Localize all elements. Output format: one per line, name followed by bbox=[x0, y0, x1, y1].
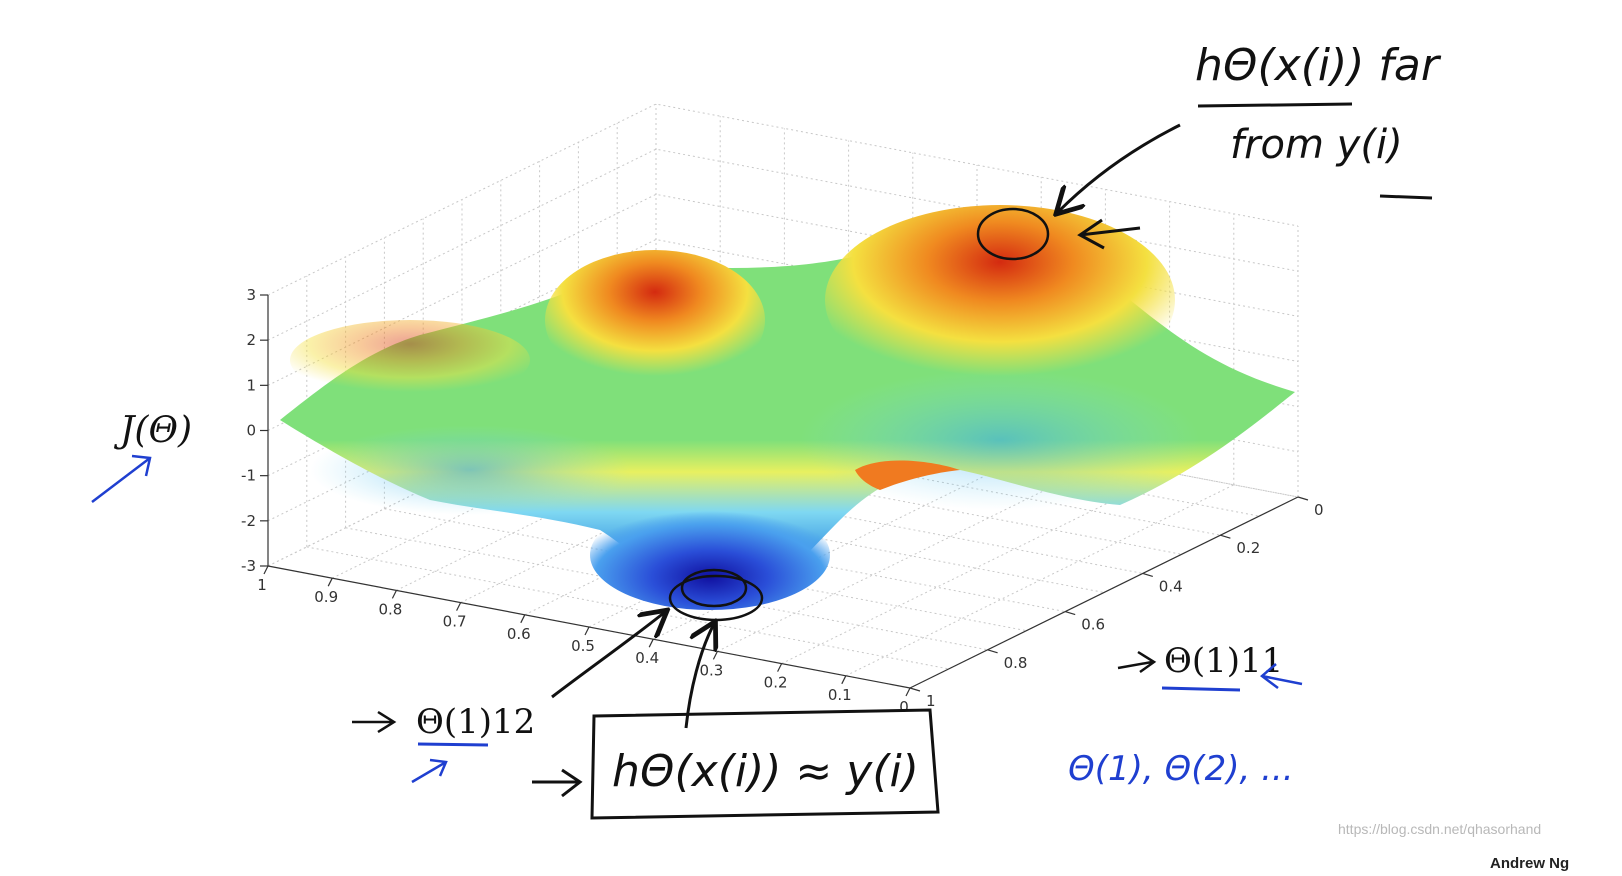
x-axis-label: Θ(1)12 bbox=[416, 702, 535, 742]
z-axis-ticks: 3 2 1 0 -1 -2 -3 bbox=[241, 286, 268, 575]
y-tick-label: 1 bbox=[926, 692, 936, 710]
watermark: https://blog.csdn.net/qhasorhand bbox=[1338, 821, 1541, 837]
z-tick-label: 0 bbox=[246, 422, 256, 440]
top-note-line1: hΘ(x(i)) far bbox=[1195, 40, 1442, 91]
minimum-circle-inner bbox=[680, 568, 748, 608]
top-annotation: hΘ(x(i)) far from y(i) bbox=[976, 40, 1442, 261]
theta12-annotation: Θ(1)12 bbox=[352, 702, 535, 784]
x-tick-label: 0.1 bbox=[828, 686, 852, 704]
y-tick-label: 0.6 bbox=[1081, 616, 1105, 634]
x-tick-label: 0.5 bbox=[571, 637, 595, 655]
y-axis-ticks: 0 0.2 0.4 0.6 0.8 1 bbox=[909, 496, 1324, 710]
x-tick-label: 0.7 bbox=[443, 613, 467, 631]
z-tick-label: -3 bbox=[241, 557, 256, 575]
theta11-blue-arrow bbox=[1260, 663, 1303, 689]
x-tick-label: 0.4 bbox=[635, 649, 659, 667]
bottom-annotation: hΘ(x(i)) ≈ y(i) bbox=[532, 568, 940, 820]
top-note-line2: from y(i) bbox=[1230, 122, 1403, 168]
arrow-to-peak bbox=[1058, 123, 1181, 212]
z-tick-label: 1 bbox=[246, 376, 256, 394]
theta11-arrow bbox=[1117, 650, 1157, 674]
y-axis-label: Θ(1)11 bbox=[1164, 641, 1283, 681]
cyan-band-left bbox=[310, 425, 630, 515]
peak-right bbox=[825, 205, 1175, 395]
theta12-arrow bbox=[352, 710, 397, 734]
arrow-to-peak-side bbox=[1077, 218, 1141, 250]
cost-surface bbox=[280, 205, 1295, 610]
z-tick-label: -1 bbox=[241, 467, 256, 485]
bottom-note-box bbox=[590, 708, 940, 820]
y-tick-label: 0 bbox=[1314, 501, 1324, 519]
x-tick-label: 0.2 bbox=[764, 674, 788, 692]
bottom-note-text: hΘ(x(i)) ≈ y(i) bbox=[612, 746, 919, 797]
z-axis-label: J(Θ) bbox=[113, 410, 192, 451]
z-axis-blue-arrow bbox=[91, 454, 152, 503]
x-tick-label: 0.9 bbox=[314, 588, 338, 606]
x-tick-label: 0.6 bbox=[507, 625, 531, 643]
y-tick-label: 0.8 bbox=[1004, 654, 1028, 672]
top-note-fraction-bar bbox=[1197, 102, 1353, 108]
arrow-to-minimum-left bbox=[551, 612, 665, 699]
well-center bbox=[590, 500, 830, 610]
theta11-underline bbox=[1161, 686, 1241, 692]
x-tick-label: 1 bbox=[257, 576, 267, 594]
x-tick-label: 0.8 bbox=[378, 600, 402, 618]
y-tick-label: 0.2 bbox=[1236, 539, 1260, 557]
peak-left bbox=[545, 250, 765, 390]
x-tick-label: 0.3 bbox=[699, 661, 723, 679]
theta-sequence: Θ(1), Θ(2), ... bbox=[1068, 749, 1294, 789]
z-tick-label: 3 bbox=[246, 286, 256, 304]
theta11-annotation: Θ(1)11 Θ(1), Θ(2), ... bbox=[1068, 641, 1303, 789]
theta12-blue-arrow bbox=[411, 758, 448, 784]
theta12-underline bbox=[417, 742, 489, 747]
peak-circle bbox=[976, 207, 1050, 261]
z-tick-label: 2 bbox=[246, 331, 256, 349]
x-tick-label: 0 bbox=[899, 698, 909, 716]
z-tick-label: -2 bbox=[241, 512, 256, 530]
surface-fold bbox=[855, 460, 960, 490]
author-credit: Andrew Ng bbox=[1490, 855, 1569, 872]
ridge-left bbox=[290, 320, 530, 400]
arrow-to-box bbox=[532, 768, 583, 798]
y-tick-label: 0.4 bbox=[1159, 577, 1183, 595]
x-axis-ticks: 1 0.9 0.8 0.7 0.6 0.5 0.4 0.3 0.2 0.1 0 bbox=[257, 565, 911, 716]
top-note-underline bbox=[1379, 194, 1433, 200]
arrow-to-minimum-up bbox=[684, 624, 714, 729]
